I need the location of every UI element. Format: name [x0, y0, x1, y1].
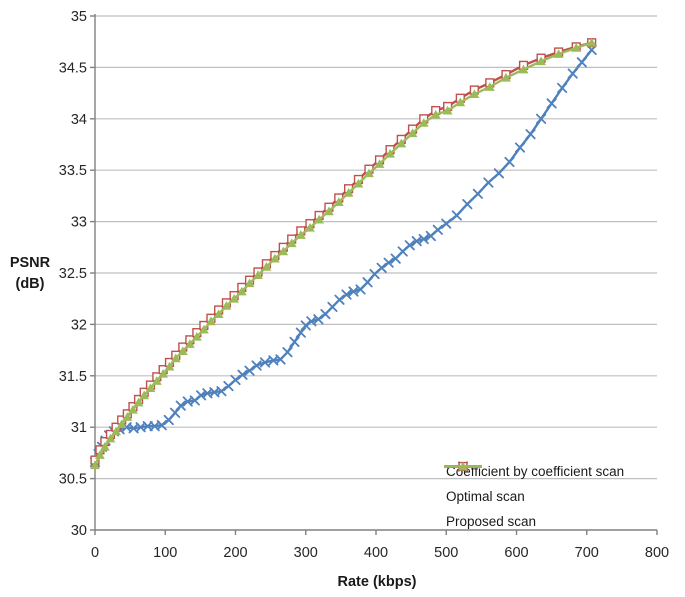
legend: Coefficient by coefficient scan Optimal … — [443, 459, 624, 534]
series-line — [93, 41, 593, 467]
y-tick-label: 34 — [71, 112, 87, 128]
y-tick-label: 30 — [71, 523, 87, 539]
x-tick-label: 600 — [504, 545, 528, 561]
y-tick-label: 33.5 — [59, 163, 87, 179]
x-tick-label: 700 — [575, 545, 599, 561]
legend-label: Optimal scan — [446, 489, 525, 504]
y-tick-label: 32 — [71, 317, 87, 333]
legend-label: Coefficient by coefficient scan — [446, 464, 625, 479]
y-tick-label: 35 — [71, 9, 87, 25]
legend-label: Proposed scan — [446, 514, 537, 529]
x-tick-label: 200 — [223, 545, 247, 561]
legend-item-proposed-scan: Proposed scan — [443, 461, 624, 534]
legend-line-triangle-marker-icon — [444, 461, 482, 471]
y-tick-label: 31.5 — [59, 369, 87, 385]
x-tick-label: 500 — [434, 545, 458, 561]
y-tick-label: 33 — [71, 215, 87, 231]
legend-item-optimal-scan: Optimal scan — [443, 461, 624, 509]
series-line — [93, 48, 593, 464]
x-tick-label: 100 — [153, 545, 177, 561]
x-tick-label: 800 — [645, 545, 669, 561]
y-axis-title-line1: PSNR — [9, 255, 51, 271]
x-tick-label: 0 — [91, 545, 99, 561]
y-axis-title: PSNR (dB) — [4, 253, 56, 295]
y-tick-label: 34.5 — [59, 60, 87, 76]
y-axis-title-line2: (dB) — [15, 276, 45, 292]
y-tick-label: 32.5 — [59, 266, 87, 282]
series-line — [93, 41, 593, 462]
y-tick-label: 30.5 — [59, 472, 87, 488]
x-axis-title: Rate (kbps) — [337, 574, 417, 590]
x-tick-label: 400 — [364, 545, 388, 561]
x-tick-label: 300 — [294, 545, 318, 561]
y-tick-label: 31 — [71, 420, 87, 436]
